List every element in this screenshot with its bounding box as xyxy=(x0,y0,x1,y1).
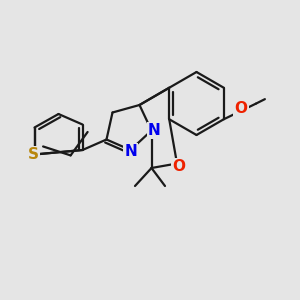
Text: N: N xyxy=(148,123,161,138)
Text: S: S xyxy=(28,147,38,162)
Text: O: O xyxy=(234,101,248,116)
Text: O: O xyxy=(172,159,185,174)
Text: N: N xyxy=(124,144,137,159)
